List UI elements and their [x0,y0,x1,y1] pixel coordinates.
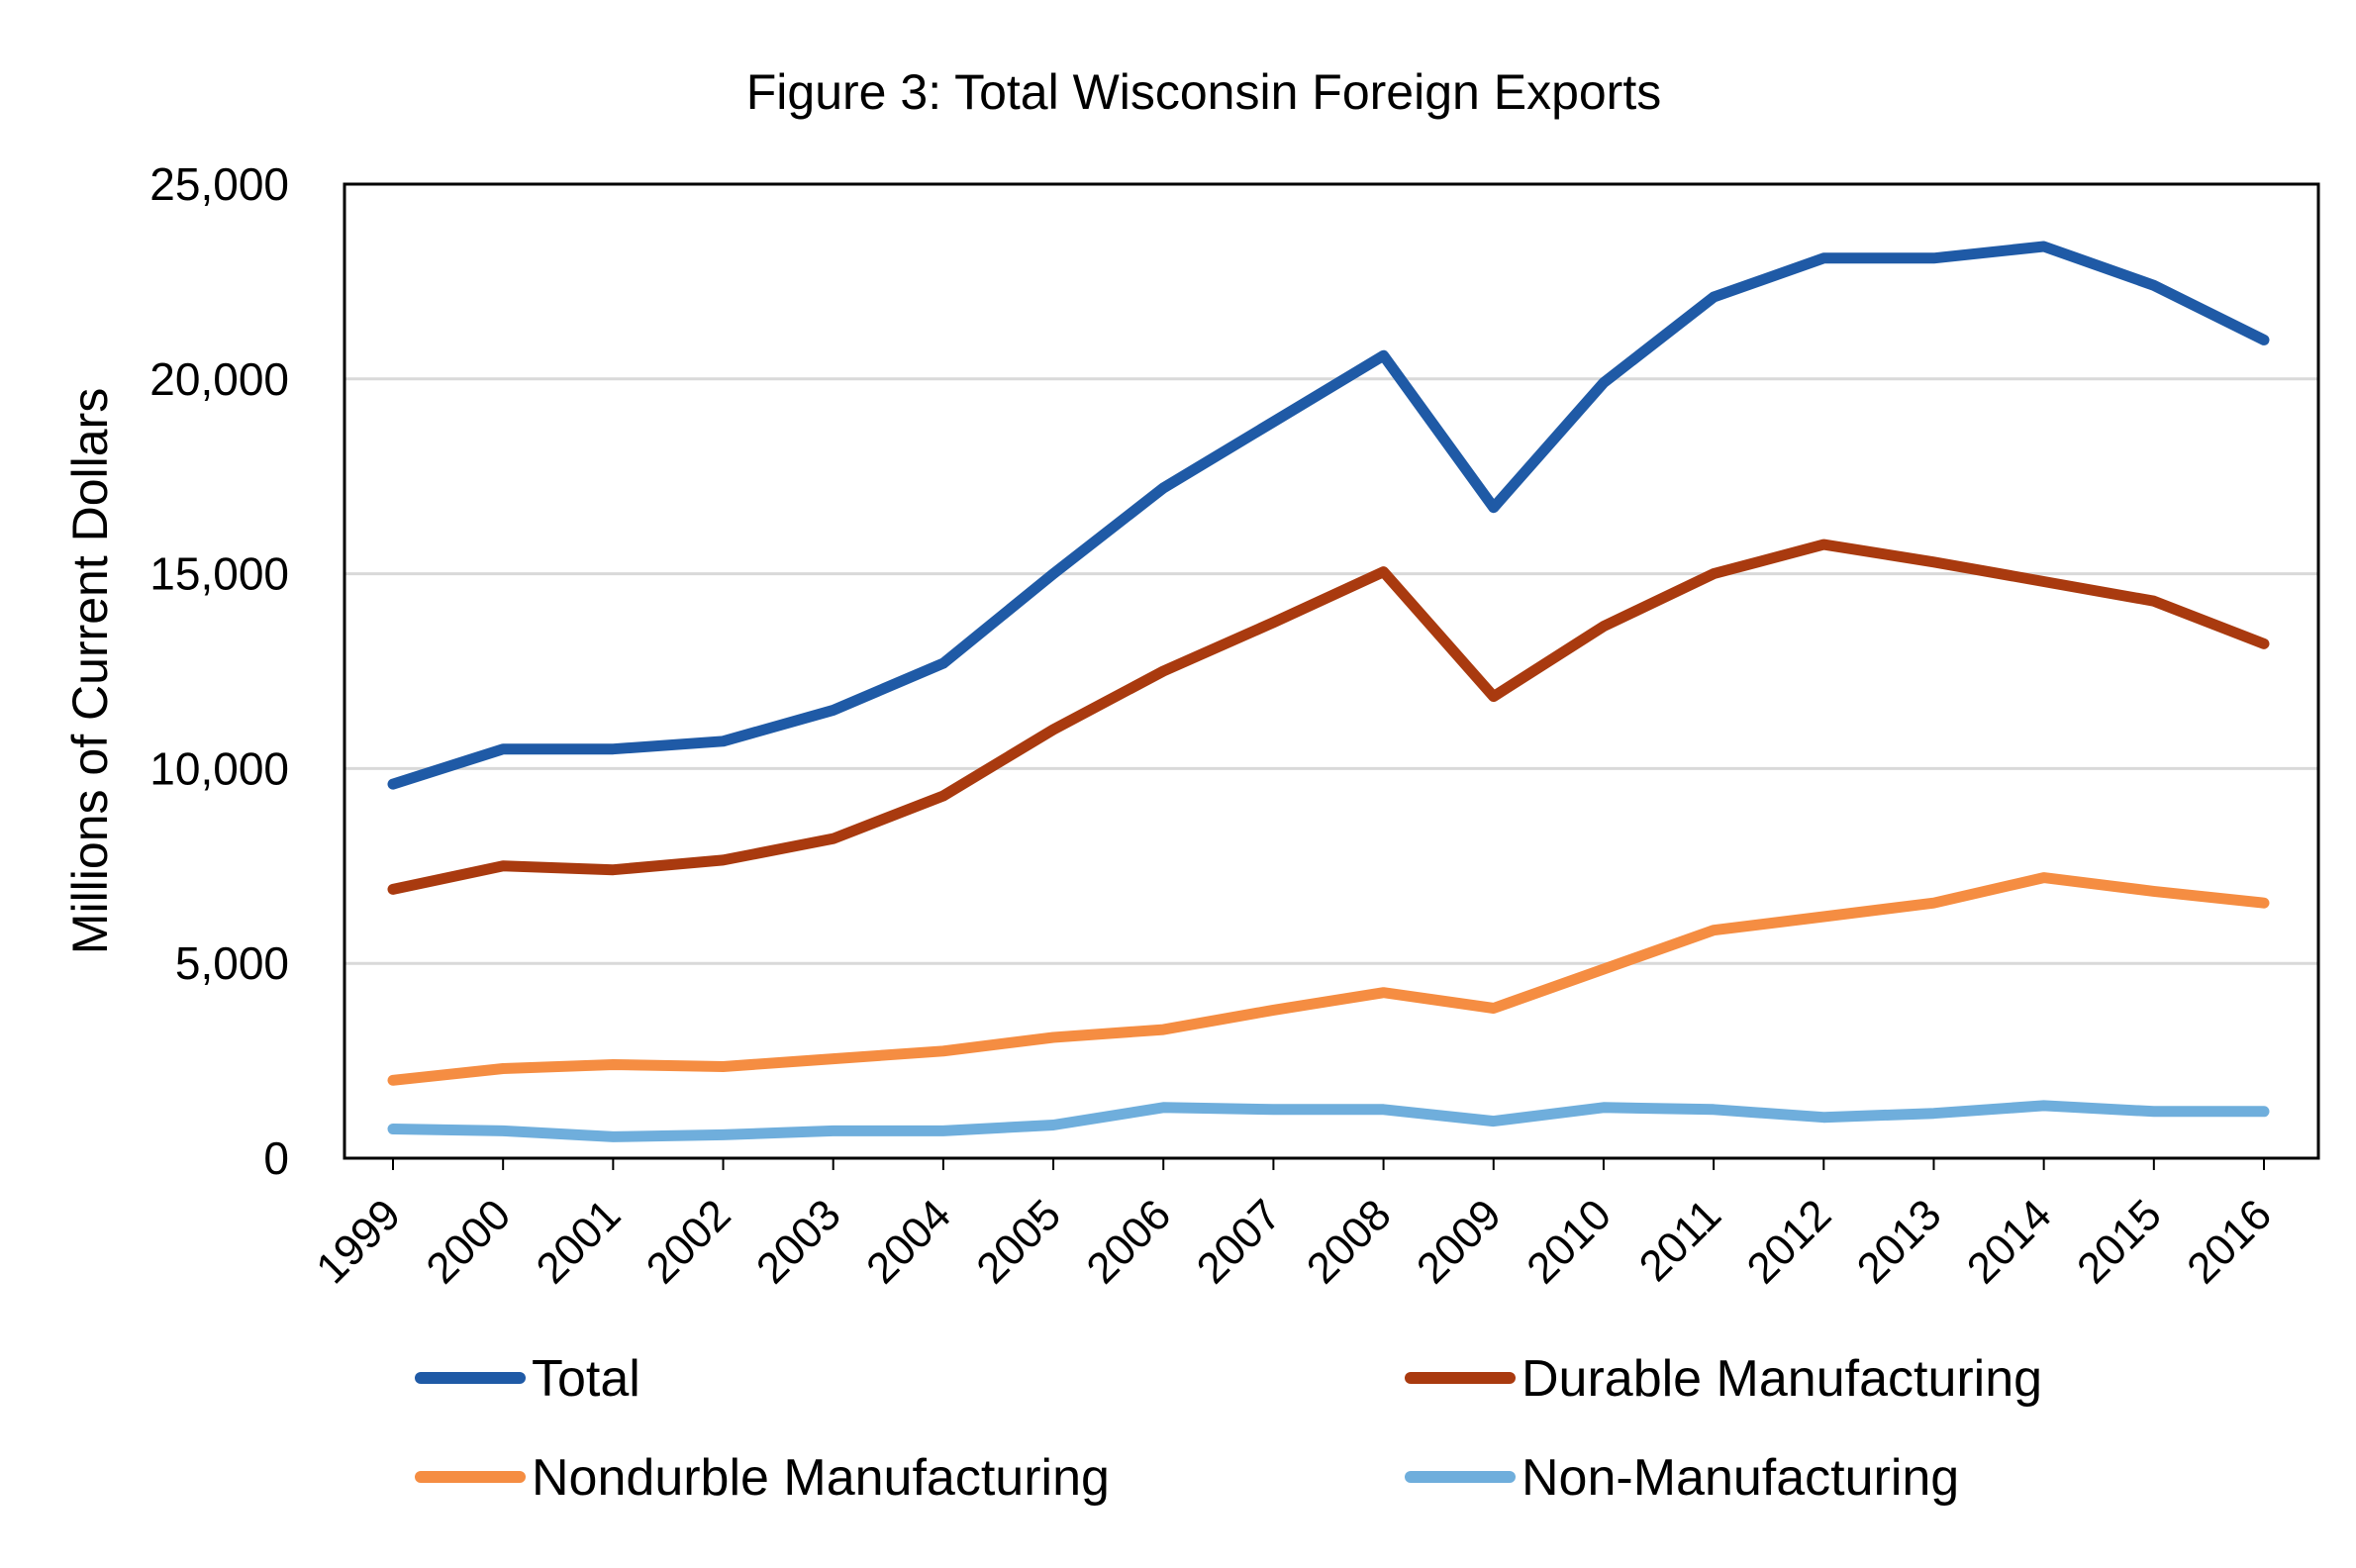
x-tick-label: 2016 [2178,1190,2281,1293]
x-tick-label: 2011 [1630,1190,1731,1291]
y-axis-ticks: 0 5,000 10,000 15,000 20,000 25,000 [149,158,289,1184]
x-tick-label: 2008 [1298,1190,1401,1293]
x-tick-label: 2010 [1518,1190,1620,1293]
plot-area-frame [343,182,2320,1160]
legend-item-durable-manufacturing: Durable Manufacturing [1405,1350,2042,1408]
x-axis-ticks: 1999 2000 2001 2002 2003 2004 2005 2006 2007 2008… [307,1158,2281,1293]
x-tick-label: 2000 [417,1190,520,1293]
chart-title: Figure 3: Total Wisconsin Foreign Export… [746,64,1661,120]
legend: Total Durable Manufacturing Nondurble Manu… [415,1350,2042,1507]
series-line-non-manufacturing [387,1100,2270,1142]
x-tick-label: 2006 [1077,1190,1180,1293]
y-tick-label: 5,000 [175,937,289,989]
y-axis-label: Millions of Current Dollars [62,388,118,954]
x-tick-label: 2009 [1408,1190,1511,1293]
series-line-nondurble-manufacturing [387,872,2270,1086]
x-tick-label: 2012 [1737,1190,1840,1293]
x-tick-label: 2004 [857,1190,960,1293]
y-tick-label: 0 [263,1132,289,1184]
series-line-total [387,241,2270,790]
series-lines [387,241,2270,1142]
x-tick-label: 2014 [1958,1190,2061,1293]
x-tick-label: 2013 [1848,1190,1951,1293]
legend-item-nondurble-manufacturing: Nondurble Manufacturing [415,1449,1110,1507]
x-tick-label: 2005 [967,1190,1070,1293]
legend-item-total: Total [415,1350,640,1408]
y-tick-label: 10,000 [149,742,289,794]
y-tick-label: 20,000 [149,353,289,405]
legend-label: Non-Manufacturing [1522,1449,1959,1507]
legend-label: Durable Manufacturing [1522,1350,2042,1408]
x-tick-label: 2015 [2068,1190,2171,1293]
x-tick-label: 2002 [638,1190,740,1293]
y-tick-label: 15,000 [149,548,289,600]
y-tick-label: 25,000 [149,158,289,210]
gridlines [344,377,2318,965]
x-tick-label: 2001 [528,1190,631,1293]
x-tick-label: 2003 [747,1190,850,1293]
legend-item-non-manufacturing: Non-Manufacturing [1405,1449,1959,1507]
x-tick-label: 1999 [307,1190,410,1293]
series-line-durable-manufacturing [387,539,2270,895]
legend-label: Total [532,1350,640,1408]
x-tick-label: 2007 [1188,1190,1291,1293]
legend-label: Nondurble Manufacturing [532,1449,1110,1507]
